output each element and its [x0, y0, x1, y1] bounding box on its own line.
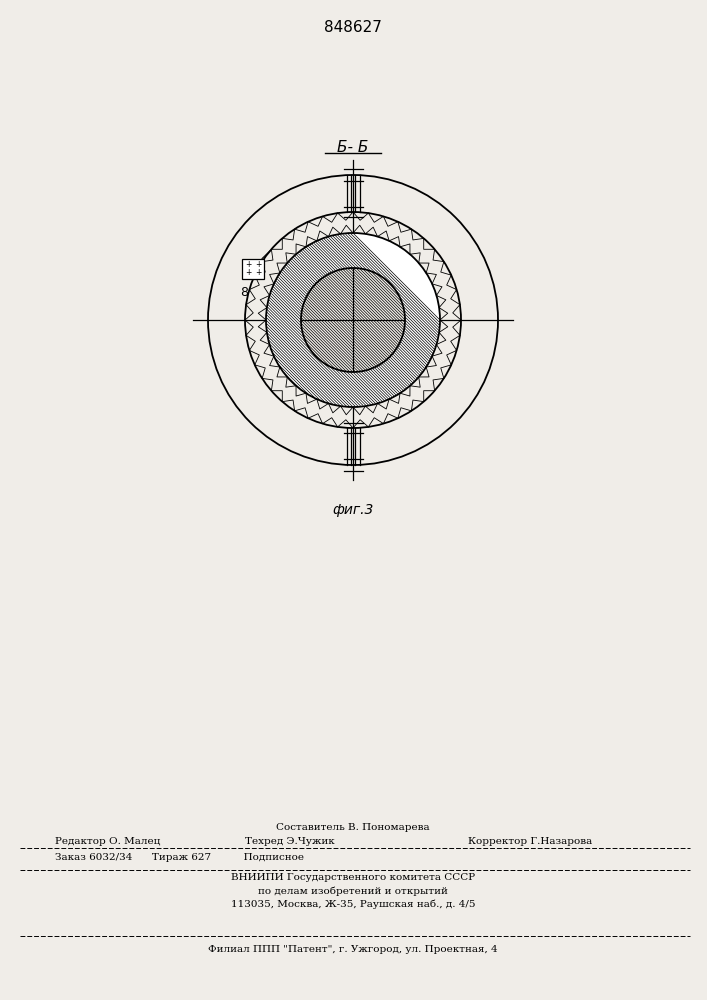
- Text: по делам изобретений и открытий: по делам изобретений и открытий: [258, 886, 448, 896]
- Text: Заказ 6032/34      Тираж 627          Подписное: Заказ 6032/34 Тираж 627 Подписное: [55, 852, 304, 861]
- Text: Техред Э.Чужик: Техред Э.Чужик: [245, 838, 335, 846]
- Text: Редактор О. Малец: Редактор О. Малец: [55, 838, 160, 846]
- Text: +: +: [255, 268, 262, 277]
- Text: +: +: [255, 260, 262, 269]
- Text: Корректор Г.Назарова: Корректор Г.Назарова: [468, 838, 592, 846]
- Text: Филиал ППП "Патент", г. Ужгород, ул. Проектная, 4: Филиал ППП "Патент", г. Ужгород, ул. Про…: [208, 946, 498, 954]
- Text: 848627: 848627: [324, 20, 382, 35]
- Text: ВНИИПИ Государственного комитета СССР: ВНИИПИ Государственного комитета СССР: [231, 874, 475, 882]
- Text: 113035, Москва, Ж-35, Раушская наб., д. 4/5: 113035, Москва, Ж-35, Раушская наб., д. …: [230, 899, 475, 909]
- Text: +: +: [245, 260, 252, 269]
- Text: Составитель В. Пономарева: Составитель В. Пономарева: [276, 824, 430, 832]
- Text: Б- Б: Б- Б: [337, 140, 368, 155]
- Bar: [243, 259, 264, 279]
- Text: 8: 8: [240, 286, 248, 299]
- Text: фиг.3: фиг.3: [332, 503, 374, 517]
- Text: +: +: [245, 268, 252, 277]
